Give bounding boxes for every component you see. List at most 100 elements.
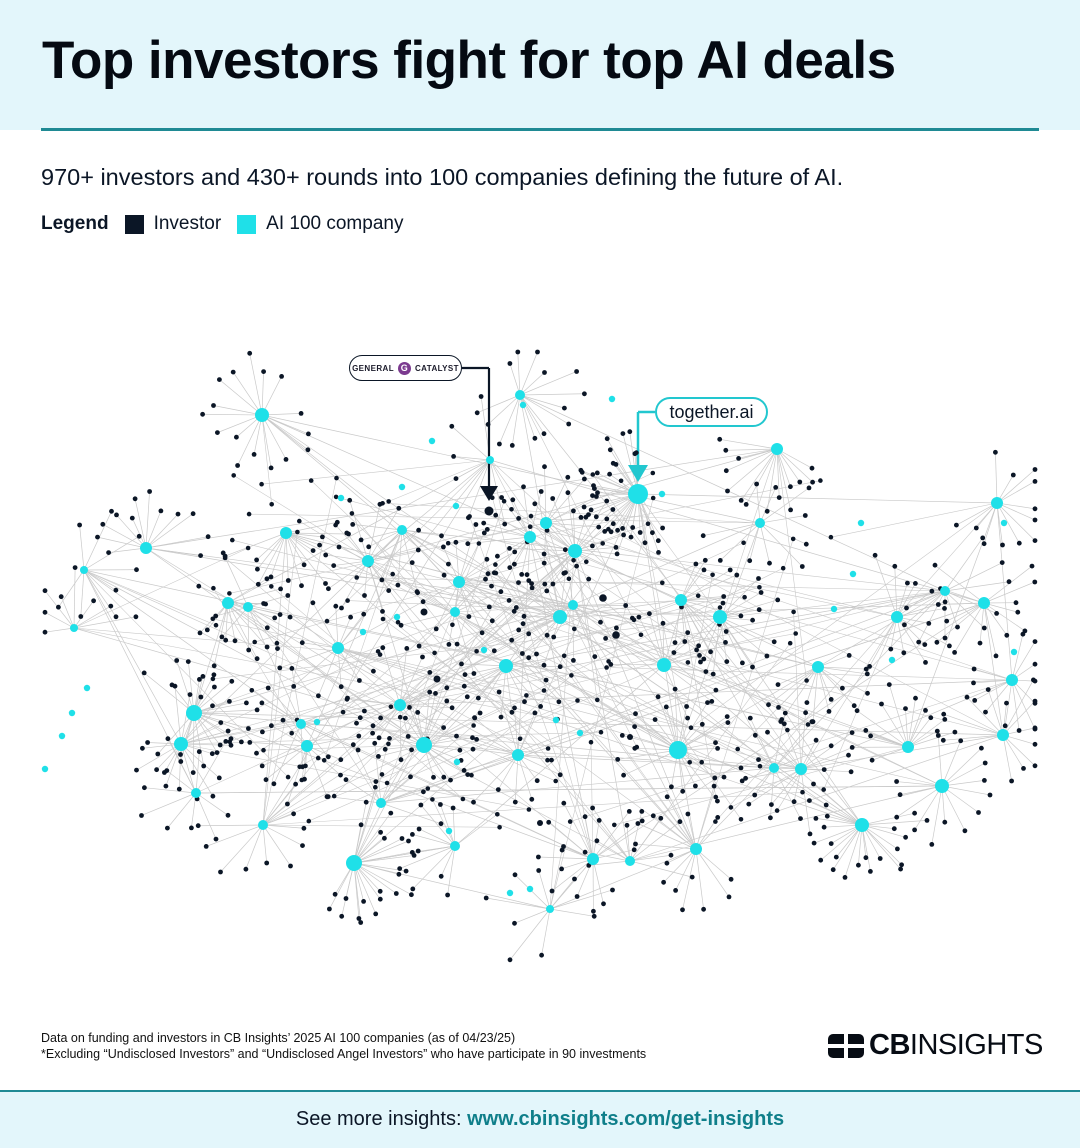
investor-node xyxy=(724,714,730,719)
cta-link[interactable]: www.cbinsights.com/get-insights xyxy=(467,1108,785,1130)
investor-node xyxy=(955,624,960,630)
investor-node xyxy=(715,798,720,804)
graph-edge xyxy=(695,590,946,850)
graph-edge xyxy=(511,394,521,446)
graph-edge xyxy=(145,448,778,549)
company-node xyxy=(174,737,188,751)
investor-node xyxy=(567,819,573,824)
graph-edge xyxy=(759,522,770,564)
subtitle: 970+ investors and 430+ rounds into 100 … xyxy=(41,164,844,190)
graph-edge xyxy=(943,734,1004,741)
company-node xyxy=(902,741,914,753)
investor-node xyxy=(971,666,977,672)
investor-node xyxy=(317,542,322,548)
graph-edge xyxy=(60,596,75,629)
investor-node xyxy=(529,581,534,586)
investor-node xyxy=(408,774,413,780)
investor-node xyxy=(774,808,780,813)
graph-edge xyxy=(367,560,435,654)
investor-node xyxy=(475,695,481,701)
investor-node xyxy=(942,819,948,825)
graph-edge xyxy=(302,642,339,649)
investor-node xyxy=(913,581,918,586)
investor-node xyxy=(376,754,381,759)
investor-node xyxy=(672,640,678,645)
investor-node xyxy=(211,585,216,591)
investor-node xyxy=(550,496,556,501)
investor-node xyxy=(912,827,917,833)
graph-edge xyxy=(262,757,319,826)
investor-node xyxy=(77,522,82,528)
investor-node xyxy=(129,515,135,521)
investor-node xyxy=(779,717,785,722)
graph-edge xyxy=(353,862,397,894)
investor-node xyxy=(929,588,935,594)
graph-edge xyxy=(193,602,229,714)
investor-node xyxy=(507,565,513,570)
investor-node xyxy=(361,611,367,617)
investor-node xyxy=(147,489,153,494)
investor-node xyxy=(139,813,144,818)
investor-node xyxy=(539,952,544,958)
investor-node xyxy=(269,584,274,589)
graph-edge xyxy=(974,679,1013,701)
investor-node xyxy=(520,651,525,656)
investor-node xyxy=(805,722,811,727)
graph-edge xyxy=(941,762,986,787)
investor-node xyxy=(904,605,909,611)
graph-edge xyxy=(458,551,515,583)
investor-node xyxy=(757,763,763,769)
investor-node xyxy=(626,809,632,814)
graph-edge xyxy=(677,749,697,850)
investor-node xyxy=(348,614,353,620)
investor-node xyxy=(398,622,404,628)
graph-edge xyxy=(262,824,303,846)
graph-edge xyxy=(637,493,691,763)
investor-node xyxy=(578,515,584,520)
investor-node xyxy=(823,802,829,808)
investor-node xyxy=(663,704,669,710)
investor-node xyxy=(994,611,999,616)
investor-node xyxy=(185,659,191,664)
investor-node xyxy=(390,571,396,577)
investor-node xyxy=(821,767,827,772)
investor-node xyxy=(305,447,311,453)
investor-node xyxy=(497,825,502,830)
investor-node xyxy=(1031,677,1036,683)
investor-node xyxy=(756,576,761,581)
graph-edge xyxy=(517,754,561,776)
graph-edge xyxy=(251,690,302,725)
company-node xyxy=(362,555,374,567)
graph-edge xyxy=(440,804,456,847)
investor-node xyxy=(195,823,201,829)
investor-node xyxy=(218,869,223,875)
investor-node xyxy=(606,526,611,532)
graph-edge xyxy=(323,529,403,761)
graph-edge xyxy=(574,500,608,552)
graph-edge xyxy=(514,874,551,910)
graph-edge xyxy=(83,569,289,778)
investor-node xyxy=(582,849,588,855)
investor-node xyxy=(42,629,48,635)
graph-edge xyxy=(58,569,85,608)
graph-edge xyxy=(145,547,401,706)
investor-node xyxy=(532,710,538,716)
investor-node xyxy=(379,577,385,583)
graph-edge xyxy=(374,743,382,804)
graph-edge xyxy=(97,536,147,549)
graph-edge xyxy=(914,785,943,831)
investor-node xyxy=(232,638,238,644)
investor-node xyxy=(727,567,733,573)
investor-node xyxy=(354,720,359,726)
investor-node xyxy=(483,895,489,901)
company-node xyxy=(450,841,460,851)
investor-node xyxy=(204,627,210,633)
investor-node xyxy=(154,767,160,773)
graph-edge xyxy=(519,394,946,592)
graph-edge xyxy=(817,666,867,670)
graph-edge xyxy=(519,394,561,618)
graph-edge xyxy=(517,712,536,756)
investor-node xyxy=(187,692,193,697)
investor-node xyxy=(562,405,567,411)
investor-node xyxy=(310,600,316,606)
